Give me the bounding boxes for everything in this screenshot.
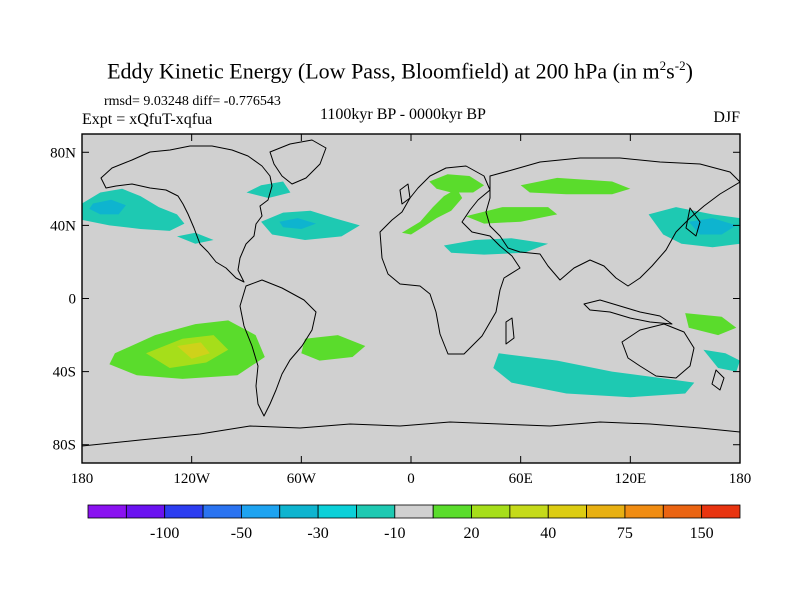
region-russia-positive (520, 177, 631, 195)
region-south-atlantic-positive (301, 335, 366, 361)
lon-tick-label: 180 (729, 471, 752, 487)
coast-new-zealand (711, 369, 725, 391)
region-north-pacific-core (89, 199, 126, 215)
coast-uk (399, 183, 411, 205)
region-southern-ocean-negative (493, 353, 695, 398)
colorbar-swatch (509, 504, 549, 519)
colorbar-swatch (164, 504, 204, 519)
title-sup-1: 2 (659, 58, 667, 73)
lon-tick-label: 60W (287, 471, 317, 487)
lat-tick-label: 80S (53, 438, 76, 454)
region-south-pacific-peak (177, 342, 210, 359)
colorbar-swatch (624, 504, 664, 519)
title-sup-2: -2 (674, 58, 686, 73)
region-tasman-negative (703, 349, 740, 372)
region-east-asia-core (688, 218, 737, 235)
coast-indonesia (583, 299, 673, 325)
region-canada-negative (246, 181, 291, 198)
colorbar-label: -100 (150, 525, 179, 542)
season-label: DJF (713, 109, 740, 126)
map-background (82, 134, 740, 463)
experiment-label: Expt = xQfuT-xqfua (82, 111, 213, 128)
colorbar-label: 20 (464, 525, 480, 542)
lon-tick-label: 180 (71, 471, 94, 487)
colorbar-swatch (279, 504, 319, 519)
plot-title: Eddy Kinetic Energy (Low Pass, Bloomfiel… (0, 58, 800, 84)
region-north-atlantic-core (279, 218, 316, 229)
colorbar-label: 75 (617, 525, 633, 542)
colorbar-swatch (317, 504, 357, 519)
region-north-pacific-negative (82, 188, 185, 231)
coast-greenland (269, 139, 327, 185)
lat-tick-label: 40N (50, 218, 76, 234)
title-close: ) (685, 58, 693, 84)
colorbar-swatch (125, 504, 166, 519)
colorbar-label: -50 (231, 525, 252, 542)
colorbar-swatch (471, 504, 511, 519)
rmsd-diff-text: rmsd= 9.03248 diff= -0.776543 (104, 94, 281, 109)
coast-north-america (100, 145, 273, 283)
colorbar: -100 -50 -30 -10 20 40 75 150 (87, 504, 741, 542)
lat-tick-label: 80N (50, 145, 76, 161)
colorbar-swatch (586, 504, 626, 519)
lon-tick-label: 0 (407, 471, 415, 487)
region-indian-ocean-positive (685, 313, 737, 336)
lat-tick-label: 0 (69, 292, 77, 308)
region-scandinavia-positive (429, 174, 485, 193)
colorbar-swatch (547, 504, 587, 519)
coast-europe-africa (379, 165, 521, 355)
colorbar-swatch (356, 504, 396, 519)
colorbar-label: 150 (690, 525, 714, 542)
anomaly-regions (82, 174, 740, 398)
title-main: Eddy Kinetic Energy (Low Pass, Bloomfiel… (107, 58, 660, 84)
colorbar-swatch (241, 504, 281, 519)
colorbar-swatch (432, 504, 472, 519)
coast-antarctica (82, 421, 740, 447)
lon-tick-label: 60E (509, 471, 533, 487)
region-europe-positive (401, 188, 463, 235)
colorbar-label: -10 (384, 525, 405, 542)
coast-south-america (239, 279, 317, 417)
axis-ticks: 80N 40N 0 40S 80S 180 120W 60W 0 60E 120E 180 (50, 134, 751, 487)
lon-tick-label: 120W (173, 471, 211, 487)
colorbar-label: -30 (307, 525, 328, 542)
title-mid: s (666, 58, 675, 84)
colorbar-swatch (701, 504, 741, 519)
region-mideast-negative (443, 238, 549, 255)
lon-tick-label: 120E (614, 471, 646, 487)
coast-madagascar (505, 317, 515, 345)
colorbar-swatch (202, 504, 242, 519)
lat-tick-label: 40S (53, 365, 76, 381)
colorbar-label: 40 (540, 525, 556, 542)
coast-asia (485, 157, 740, 287)
coast-australia (621, 323, 695, 379)
colorbar-swatch (87, 504, 127, 519)
colorbar-swatch (662, 504, 703, 519)
coast-japan (685, 207, 701, 237)
region-eastern-pacific-tongue (177, 232, 214, 244)
time-period-label: 1100kyr BP - 0000kyr BP (320, 106, 486, 123)
colorbar-swatch (394, 504, 434, 519)
coastlines (82, 139, 740, 447)
